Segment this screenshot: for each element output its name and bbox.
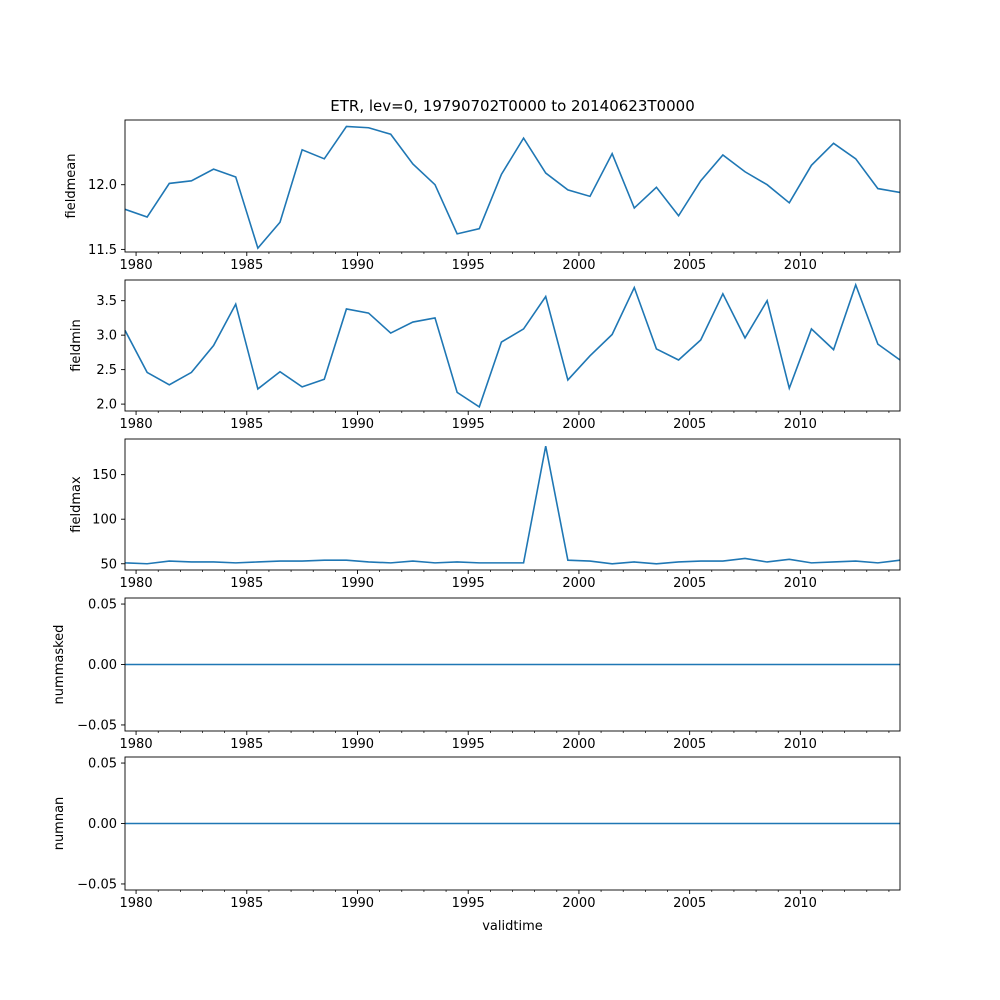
y-tick-label: 11.5: [88, 243, 117, 258]
x-tick-label: 2000: [562, 896, 595, 911]
x-tick-label: 1995: [452, 417, 485, 432]
x-tick-label: 1980: [120, 258, 153, 273]
subplot-numnan: 1980 1985 1990 1995 2000 2005 2010 −0.05 0.00 0.0…: [52, 757, 901, 911]
y-axis-label-fieldmax: fieldmax: [69, 476, 84, 533]
y-tick-label: 0.05: [88, 598, 117, 613]
x-tick-label: 1995: [452, 258, 485, 273]
y-axis-label-nummasked: nummasked: [52, 625, 67, 705]
subplot-fieldmax: 1980 1985 1990 1995 2000 2005 2010 50 100 150 fiel…: [69, 438, 901, 591]
x-tick-label: 2000: [562, 258, 595, 273]
x-tick-label: 1985: [230, 417, 263, 432]
x-tick-label: 2000: [562, 417, 595, 432]
series-line-fieldmax: [124, 445, 901, 565]
x-tick-label: 1980: [120, 737, 153, 752]
x-axis-label: validtime: [482, 919, 543, 934]
x-tick-label: 2005: [673, 417, 706, 432]
axes-frame: [124, 119, 901, 253]
y-tick-label: 12.0: [88, 178, 117, 193]
subplot-fieldmin: 1980 1985 1990 1995 2000 2005 2010 2.0 2.5 3.0 3.5…: [69, 279, 901, 432]
figure-title: ETR, lev=0, 19790702T0000 to 20140623T00…: [330, 97, 694, 115]
x-tick-label: 1980: [120, 896, 153, 911]
y-tick-label: −0.05: [77, 718, 117, 733]
subplots: 1980 1985 1990 1995 2000 2005 2010 11.5 12.0 fiel…: [52, 119, 901, 911]
x-tick-label: 1985: [230, 258, 263, 273]
x-tick-label: 1995: [452, 737, 485, 752]
x-tick-label: 2010: [784, 417, 817, 432]
y-axis-label-fieldmean: fieldmean: [64, 154, 79, 219]
x-tick-label: 1980: [120, 417, 153, 432]
axes-frame: [124, 279, 901, 412]
y-tick-label: 100: [92, 513, 117, 528]
x-tick-label: 2010: [784, 896, 817, 911]
y-tick-label: 3.5: [96, 294, 117, 309]
x-tick-label: 2000: [562, 576, 595, 591]
x-tick-label: 2005: [673, 737, 706, 752]
x-tick-label: 2010: [784, 576, 817, 591]
y-tick-label: 2.5: [96, 363, 117, 378]
x-tick-label: 1990: [341, 258, 374, 273]
x-tick-label: 2010: [784, 258, 817, 273]
y-tick-label: 3.0: [96, 329, 117, 344]
y-tick-label: 150: [92, 468, 117, 483]
y-axis-label-fieldmin: fieldmin: [69, 319, 84, 372]
x-tick-label: 1995: [452, 896, 485, 911]
series-line-fieldmean: [124, 125, 901, 250]
x-tick-label: 1990: [341, 417, 374, 432]
x-tick-label: 1990: [341, 737, 374, 752]
x-tick-label: 1985: [230, 737, 263, 752]
subplot-nummasked: 1980 1985 1990 1995 2000 2005 2010 −0.05 0.00 0.0…: [52, 598, 901, 752]
series-line-fieldmin: [124, 282, 901, 409]
x-tick-label: 2005: [673, 576, 706, 591]
y-tick-label: 2.0: [96, 398, 117, 413]
x-tick-label: 1980: [120, 576, 153, 591]
axes-frame: [124, 438, 901, 571]
y-tick-label: 0.00: [88, 817, 117, 832]
x-tick-label: 1990: [341, 896, 374, 911]
x-tick-label: 1985: [230, 896, 263, 911]
y-tick-label: 0.00: [88, 658, 117, 673]
y-tick-label: 50: [100, 557, 117, 572]
y-axis-label-numnan: numnan: [52, 797, 67, 851]
x-tick-label: 1985: [230, 576, 263, 591]
x-tick-label: 2005: [673, 258, 706, 273]
x-tick-label: 2005: [673, 896, 706, 911]
subplot-fieldmean: 1980 1985 1990 1995 2000 2005 2010 11.5 12.0 fiel…: [64, 119, 901, 273]
x-tick-label: 1995: [452, 576, 485, 591]
y-tick-label: −0.05: [77, 877, 117, 892]
x-tick-label: 1990: [341, 576, 374, 591]
y-tick-label: 0.05: [88, 757, 117, 772]
x-tick-label: 2010: [784, 737, 817, 752]
x-tick-label: 2000: [562, 737, 595, 752]
